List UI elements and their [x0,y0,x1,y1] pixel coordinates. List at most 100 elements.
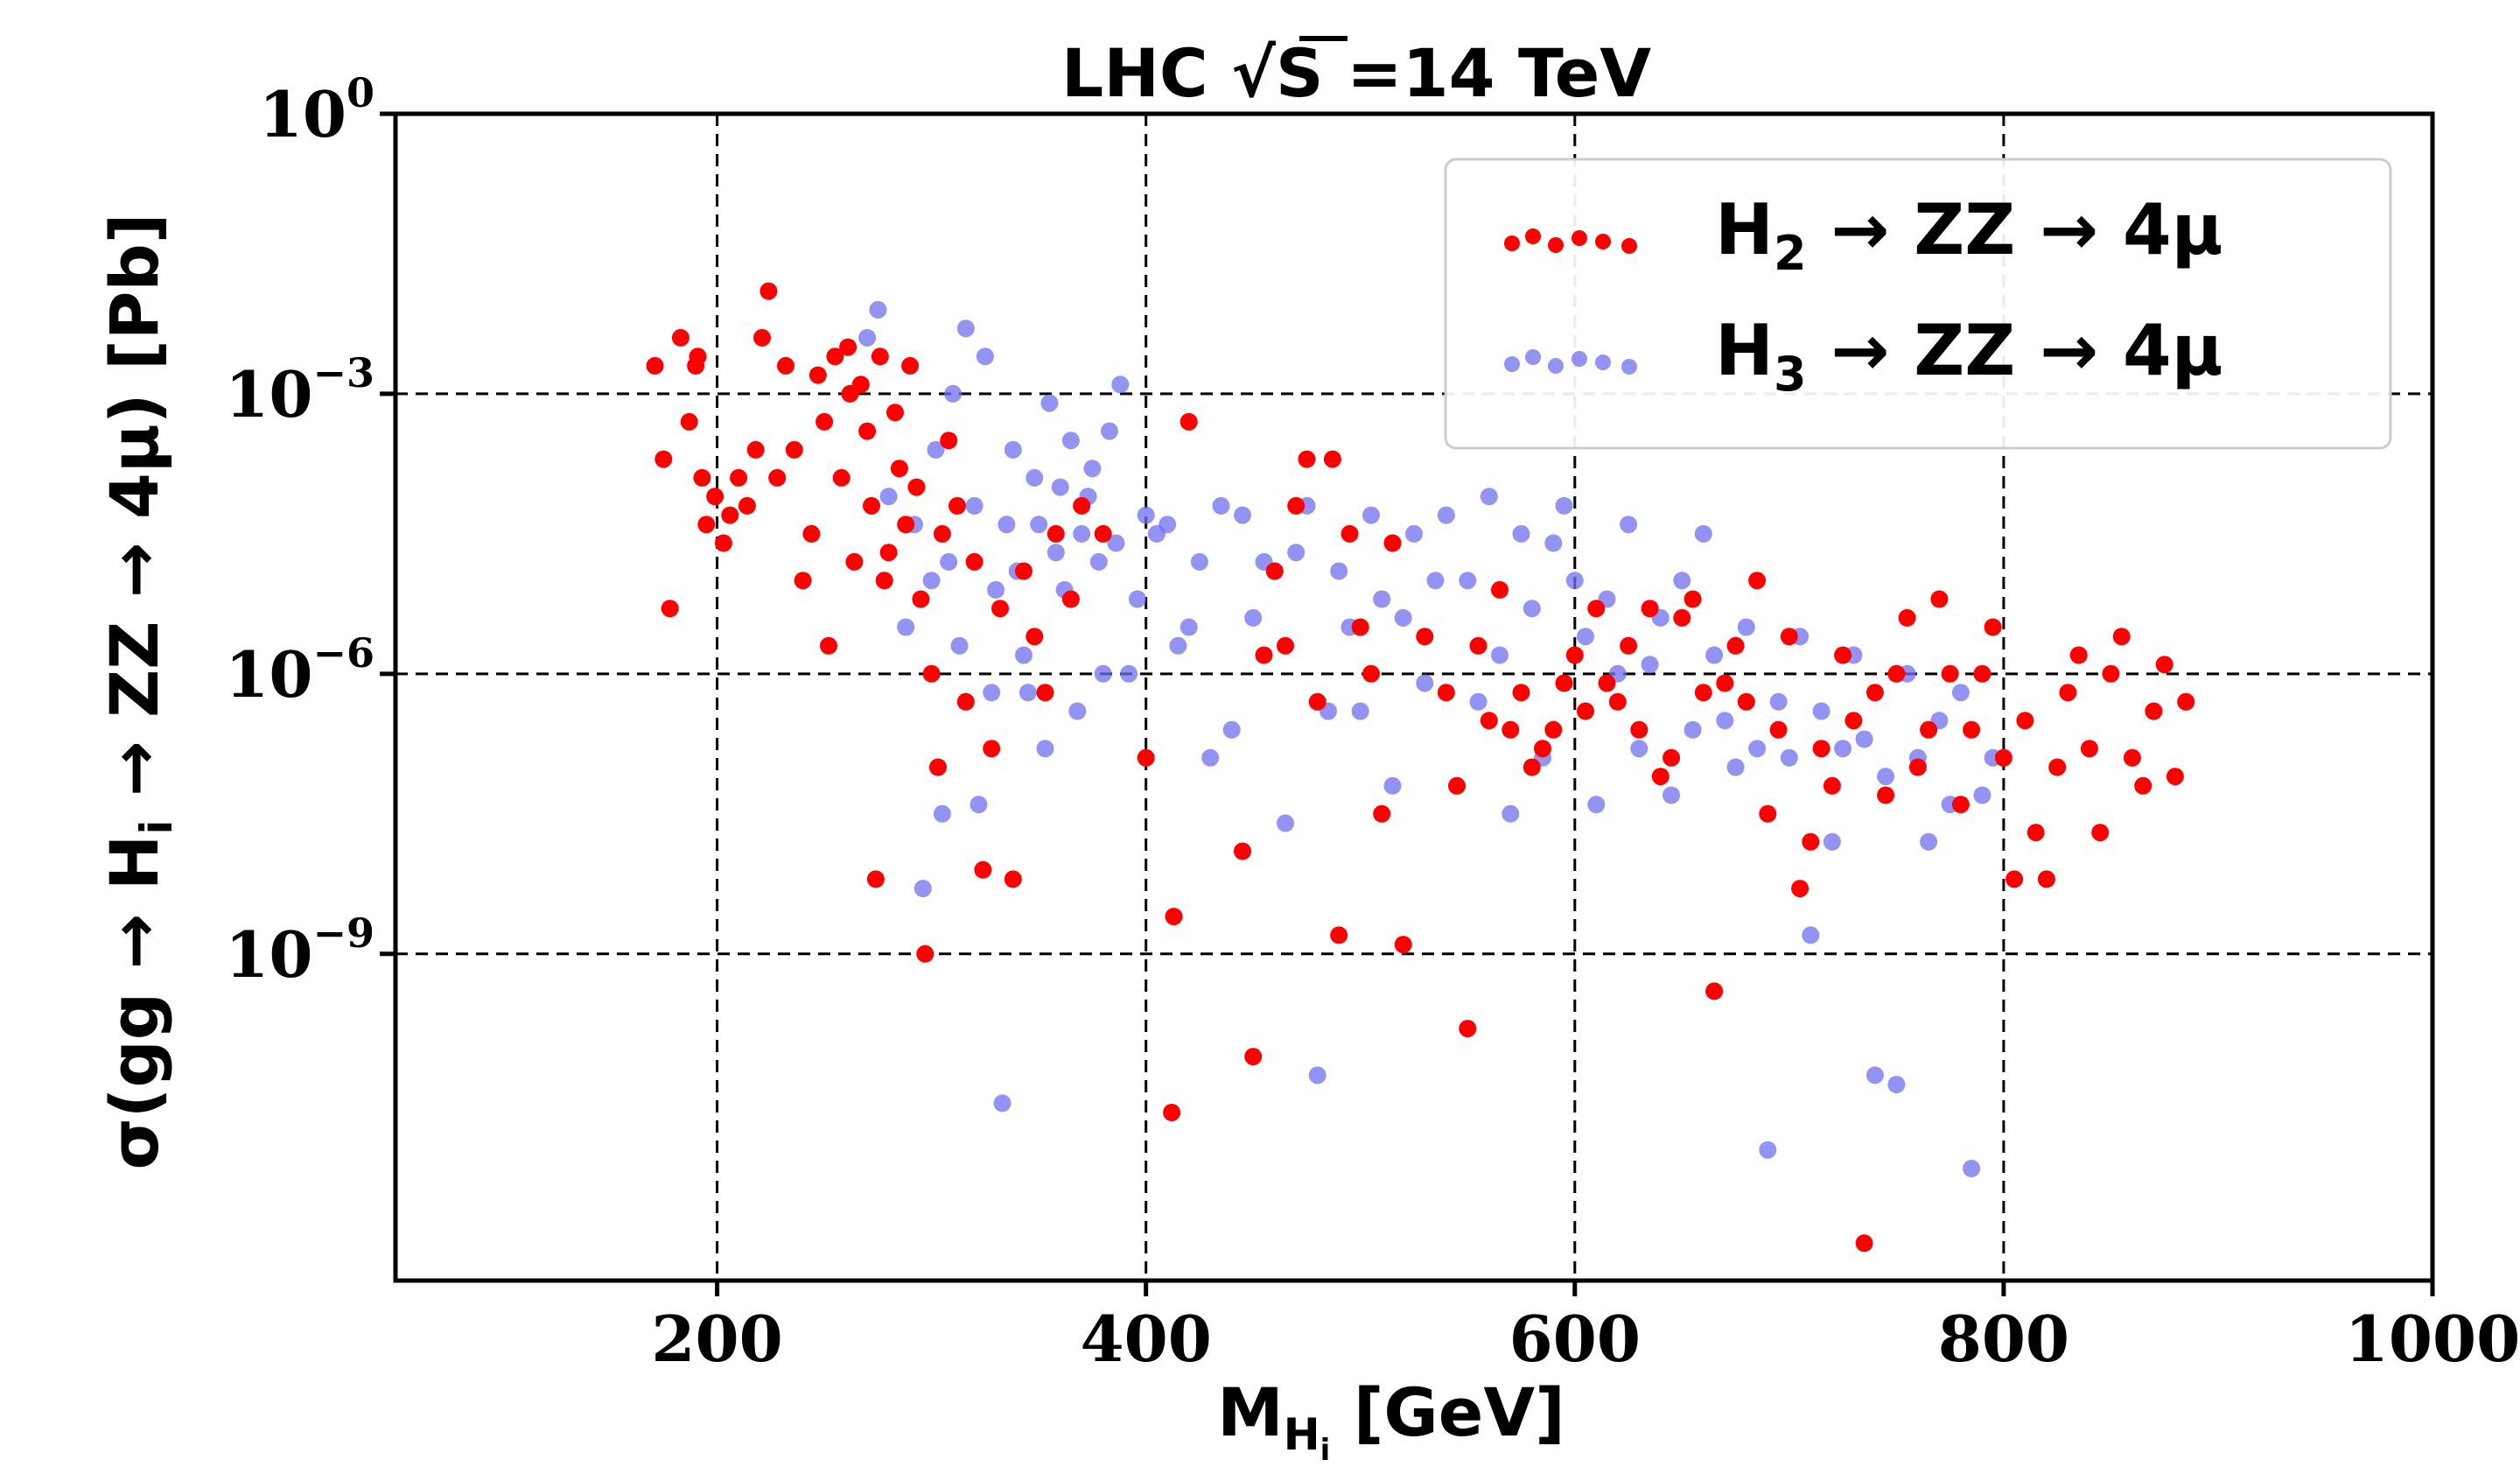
point-h2-94 [1555,674,1573,692]
point-h3-46 [1158,516,1177,534]
point-h2-146 [2112,628,2131,646]
point-h2-117 [1802,832,1820,851]
point-h3-6 [914,880,932,898]
point-h2-72 [1298,450,1316,468]
point-h3-70 [1416,674,1434,692]
point-h2-51 [974,860,992,879]
point-h2-122 [1855,1234,1873,1253]
point-h2-32 [863,496,880,515]
point-h3-37 [1089,552,1108,571]
point-h2-54 [1004,870,1022,888]
legend-box [1444,158,2392,450]
point-h3-18 [987,580,1005,599]
point-h3-93 [1662,786,1681,804]
point-h2-52 [983,740,1001,758]
point-h2-21 [802,524,821,543]
point-h2-9 [706,488,724,506]
point-h3-43 [1128,590,1146,608]
point-h3-106 [1802,926,1820,944]
point-h3-86 [1587,796,1606,814]
point-h3-107 [1812,702,1830,720]
point-h3-90 [1630,740,1648,758]
point-h3-0 [858,328,877,347]
point-h2-85 [1459,1020,1477,1038]
point-h2-116 [1791,880,1810,898]
point-h2-118 [1812,740,1830,758]
point-h3-62 [1330,562,1348,580]
point-h3-1 [869,300,887,319]
point-h2-34 [871,347,889,366]
point-h2-91 [1522,758,1541,776]
point-h2-90 [1512,684,1530,702]
point-h3-96 [1694,524,1712,543]
point-h2-99 [1608,692,1627,711]
x-tick-label-2: 600 [1509,1302,1641,1376]
point-h3-83 [1555,496,1573,515]
point-h3-84 [1565,572,1584,590]
legend-h2-dot-2 [1548,237,1564,253]
x-label-main: M [1217,1373,1284,1451]
x-label-unit: [GeV] [1330,1373,1565,1451]
point-h2-110 [1726,636,1745,655]
point-h2-12 [730,468,748,487]
point-h3-97 [1705,646,1724,664]
point-h2-87 [1480,712,1498,730]
point-h3-38 [1094,664,1112,683]
point-h2-50 [965,552,984,571]
point-h3-94 [1673,572,1691,590]
point-h3-44 [1137,506,1155,524]
point-h2-14 [746,440,765,459]
legend-h3-dot-1 [1525,349,1541,365]
point-h2-61 [1094,524,1112,543]
y-axis-ticks: 100 10−3 10−6 10−9 [225,69,396,992]
point-h2-23 [816,412,834,431]
point-h3-40 [1107,534,1125,552]
point-h3-30 [1051,478,1069,496]
point-h3-75 [1469,692,1488,711]
point-h2-3 [671,328,690,347]
point-h3-95 [1684,720,1702,739]
point-h2-123 [1866,684,1884,702]
point-h2-44 [922,664,941,683]
point-h3-34 [1073,524,1091,543]
point-h3-2 [879,488,898,506]
point-h3-9 [933,804,951,823]
point-h2-126 [1898,608,1916,627]
point-h2-84 [1448,776,1466,795]
x-label-sub: H [1284,1409,1320,1460]
point-h3-98 [1716,712,1734,730]
point-h2-37 [886,404,904,422]
point-h3-120 [1951,684,1970,702]
point-h2-82 [1416,628,1434,646]
point-h3-28 [1040,394,1059,412]
point-h2-140 [2048,758,2067,776]
point-h3-27 [1036,740,1054,758]
point-h2-130 [1941,664,1959,683]
point-h3-33 [1068,702,1087,720]
point-h2-75 [1330,926,1348,944]
point-h2-134 [1984,618,2002,636]
point-h3-12 [950,636,969,655]
point-h2-59 [1061,590,1080,608]
point-h2-4 [680,412,698,431]
point-h2-17 [768,468,787,487]
point-h3-47 [1169,636,1187,655]
point-h2-0 [646,356,664,375]
point-h3-41 [1111,376,1130,394]
point-h2-66 [1234,842,1251,860]
point-h3-77 [1491,646,1508,664]
point-h2-29 [845,552,864,571]
point-h2-96 [1577,702,1594,720]
point-h2-15 [753,328,771,347]
point-h3-72 [1437,506,1455,524]
point-h3-60 [1308,1066,1326,1084]
point-h3-57 [1277,814,1294,832]
title-suffix: =14 TeV [1324,34,1652,112]
point-h2-11 [721,506,739,524]
point-h2-93 [1544,720,1563,739]
point-h2-46 [933,524,951,543]
point-h2-120 [1834,646,1852,664]
point-h3-53 [1234,506,1251,524]
point-h3-121 [1963,1160,1981,1177]
point-h2-8 [697,516,716,534]
